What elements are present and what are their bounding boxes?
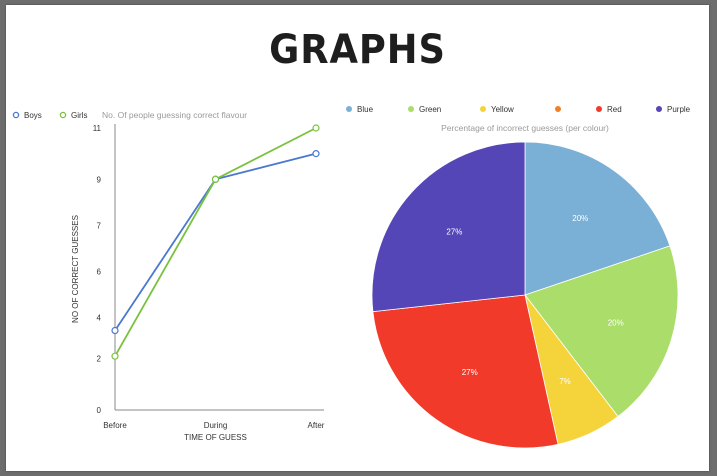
line-chart-y-tick-label: 4 (97, 314, 102, 323)
line-chart-x-tick-label: During (204, 421, 228, 430)
line-chart-y-tick-label: 11 (93, 124, 102, 133)
pie-slice-green (524, 245, 679, 418)
pie-slice-blue (524, 141, 671, 296)
slide: GRAPHS 0 2 4 6 7 9 11 Before During After TIME OF … (6, 5, 709, 471)
pie-slice-label-red: 27% (462, 368, 478, 377)
line-chart-x-tick-label: After (308, 421, 325, 430)
line-legend-label-boys: Boys (24, 111, 42, 120)
pie-legend-label-red: Red (607, 105, 622, 114)
line-chart-y-axis-title: NO OF CORRECT GUESSES (71, 215, 80, 323)
line-chart-y-tick-label: 9 (97, 175, 102, 184)
line-chart-y-tick-label: 6 (97, 268, 102, 277)
pie-legend-marker-orange (555, 106, 561, 112)
pie-legend-marker-yellow (480, 106, 486, 112)
pie-slice-red (372, 294, 559, 449)
pie-legend-label-blue: Blue (357, 105, 374, 114)
pie-slice-label-yellow: 7% (559, 377, 571, 386)
pie-legend-marker-purple (656, 106, 662, 112)
line-chart-x-tick-label: Before (103, 421, 127, 430)
pie-legend-marker-green (408, 106, 414, 112)
line-chart-x-axis-title: TIME OF GUESS (184, 433, 247, 442)
line-chart-y-tick-label: 0 (97, 406, 102, 415)
pie-legend-label-green: Green (419, 105, 441, 114)
pie-slice-label-blue: 20% (572, 214, 588, 223)
line-chart-title: No. Of people guessing correct flavour (102, 110, 247, 120)
pie-legend-label-purple: Purple (667, 105, 691, 114)
pie-slice-label-green: 20% (608, 319, 624, 328)
line-point-boys (111, 326, 119, 335)
line-point-girls (312, 124, 320, 132)
pie-legend-marker-blue (346, 106, 352, 112)
slide-title: GRAPHS (269, 27, 446, 73)
pie-legend-label-yellow: Yellow (491, 105, 514, 114)
line-point-boys (312, 150, 320, 158)
pie-slice-label-purple: 27% (446, 228, 462, 237)
line-point-girls (211, 175, 220, 183)
line-legend-label-girls: Girls (71, 111, 87, 120)
charts-canvas: 0 2 4 6 7 9 11 Before During After TIME OF GUESS NO… (12, 105, 691, 449)
line-chart-y-tick-label: 7 (97, 221, 102, 230)
pie-chart-title: Percentage of incorrect guesses (per col… (441, 123, 609, 133)
pie-legend-marker-red (596, 106, 602, 112)
pie-slice-purple (371, 141, 526, 313)
line-legend-marker-boys (12, 111, 20, 119)
line-chart-y-tick-label: 2 (97, 355, 102, 364)
line-point-girls (111, 352, 119, 360)
line-legend-marker-girls (59, 111, 67, 119)
